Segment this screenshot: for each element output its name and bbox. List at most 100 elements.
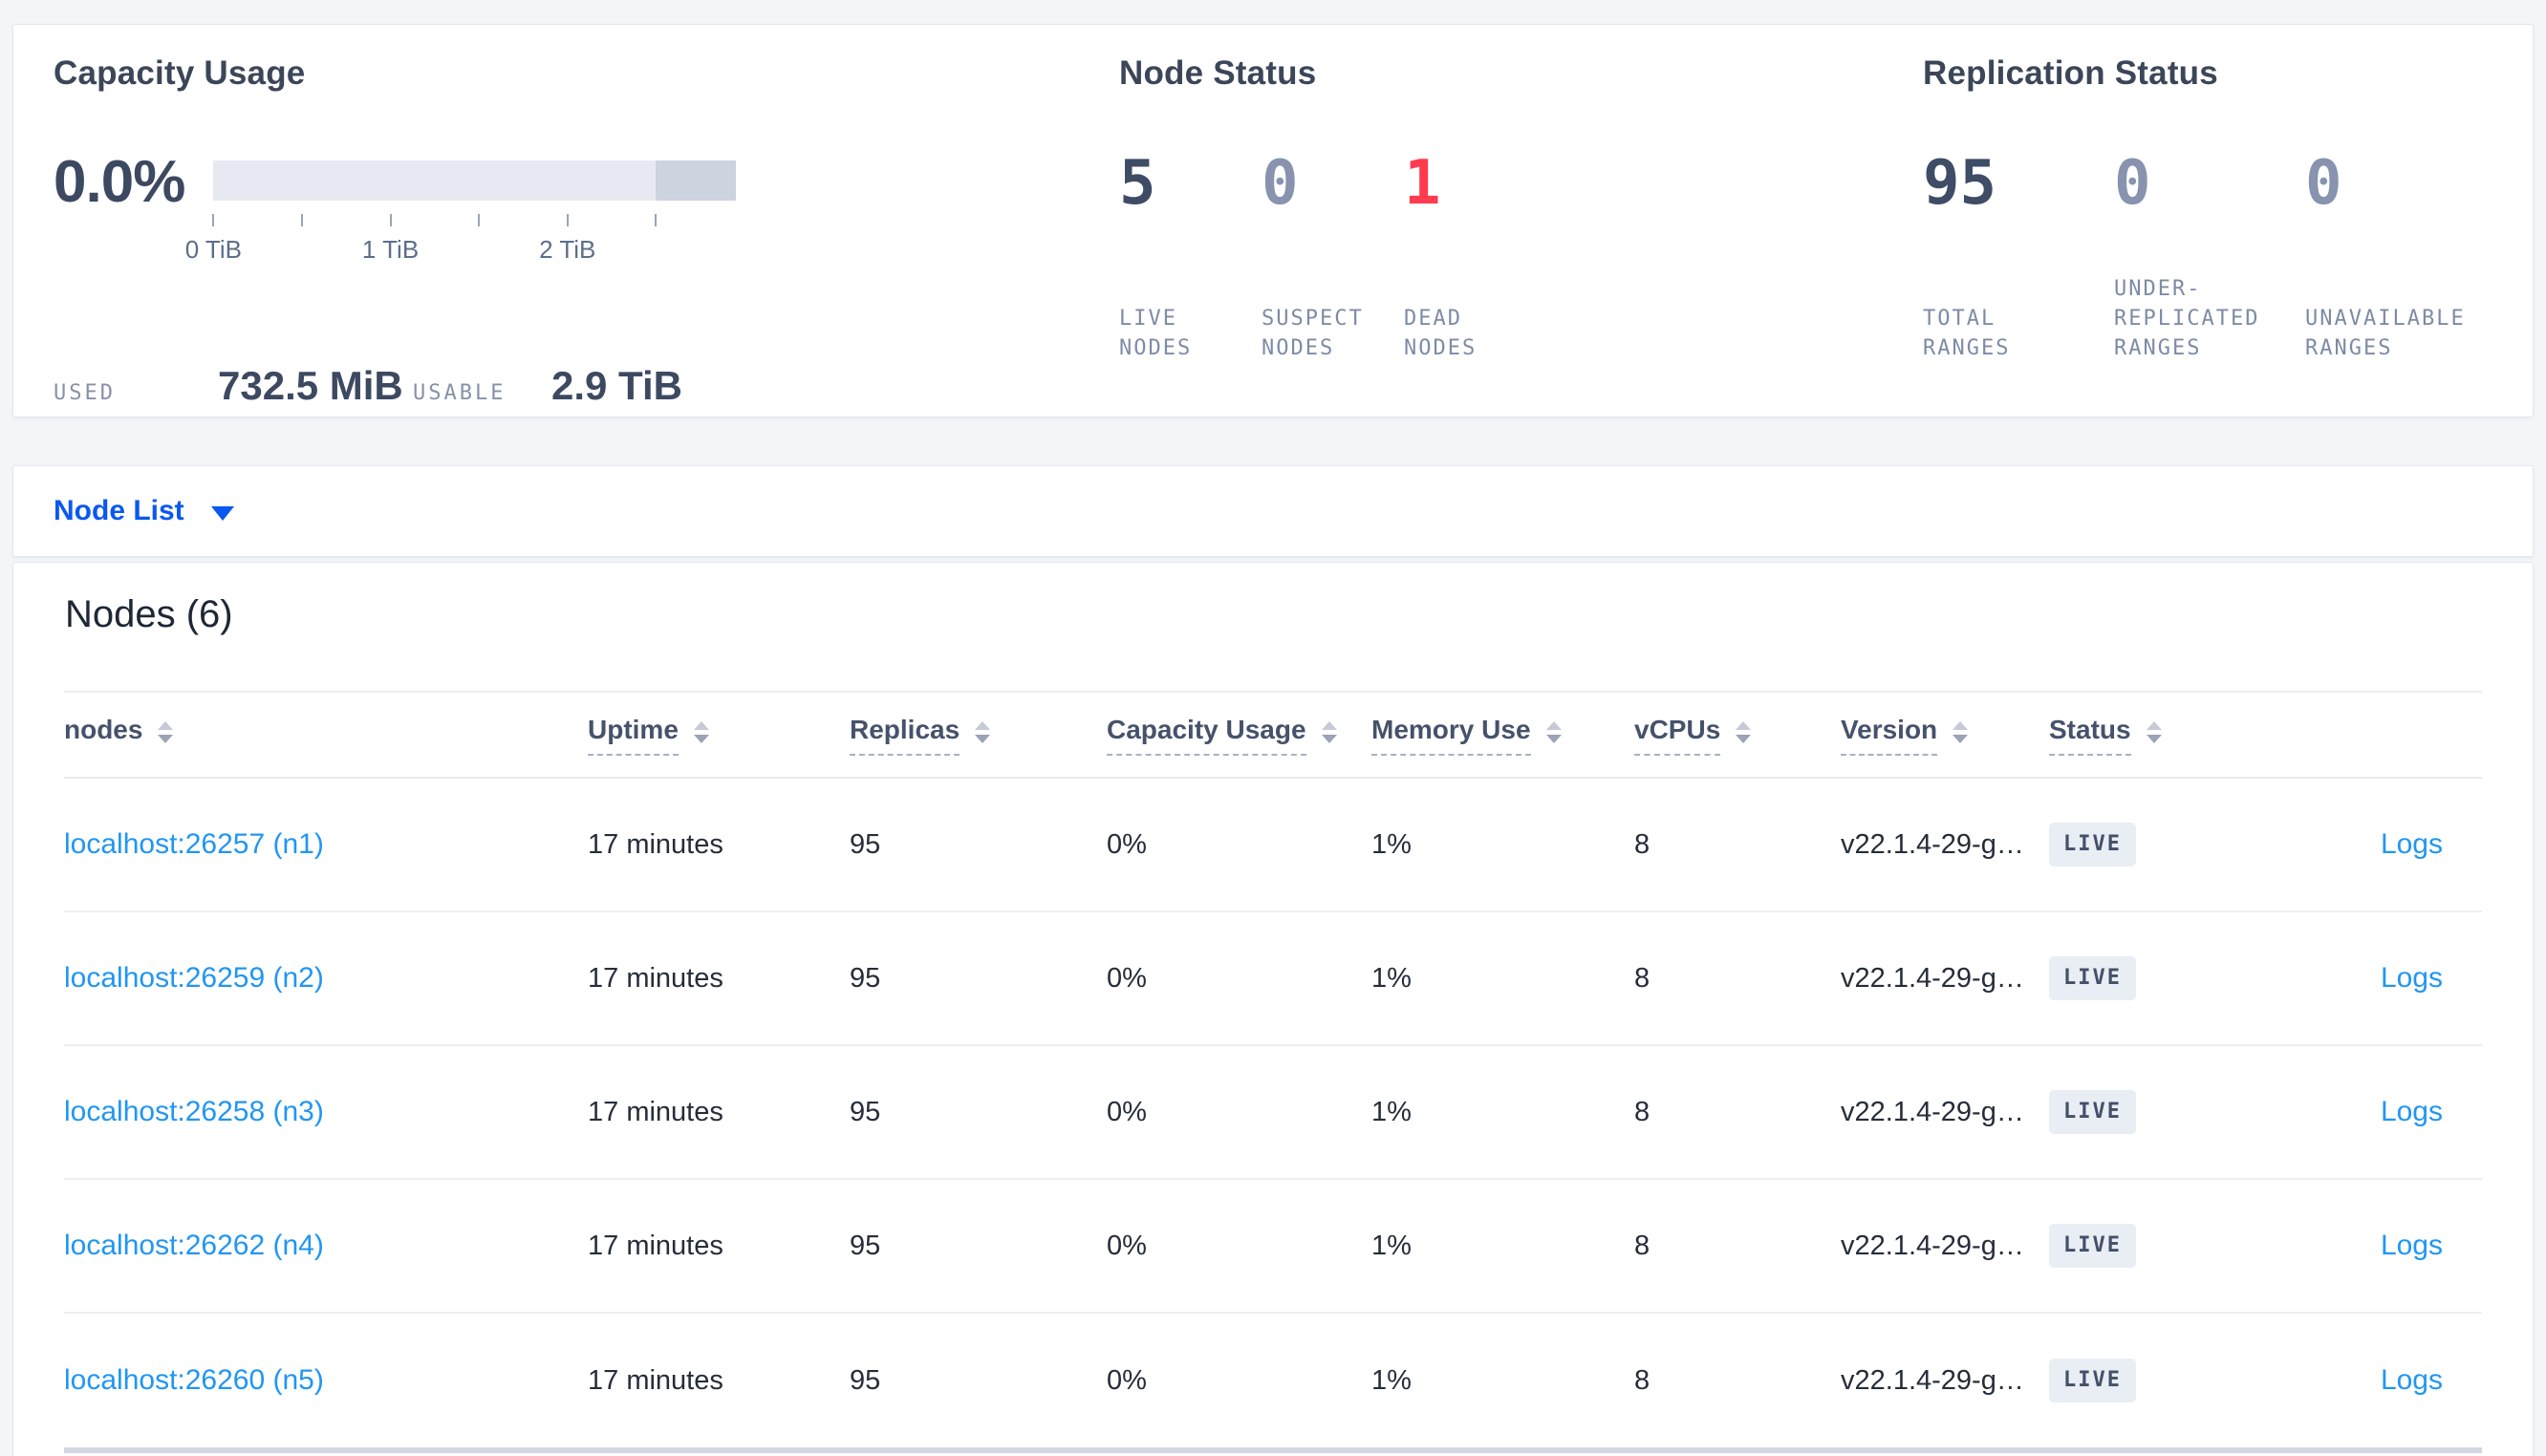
status-badge: LIVE — [2049, 1224, 2136, 1268]
suspect-nodes-label: SUSPECT NODES — [1262, 307, 1364, 360]
live-nodes-stat: 5 LIVE NODES — [1119, 153, 1234, 363]
sort-icon — [1321, 720, 1337, 743]
node-list-dropdown-label: Node List — [54, 495, 184, 526]
table-row: localhost:26259 (n2) 17 minutes 95 0% 1%… — [64, 912, 2482, 1046]
vcpus-cell: 8 — [1634, 962, 1651, 994]
column-header-nodes[interactable]: nodes — [64, 715, 588, 756]
table-row: localhost:26260 (n5) 17 minutes 95 0% 1%… — [64, 1314, 2482, 1447]
under-replicated-ranges-value: 0 — [2114, 148, 2151, 219]
view-selector-bar: Node List — [12, 465, 2534, 557]
uptime-cell: 17 minutes — [588, 1230, 723, 1261]
memory-use-cell: 1% — [1371, 828, 1412, 860]
table-row: localhost:26262 (n4) 17 minutes 95 0% 1%… — [64, 1180, 2482, 1314]
capacity-usage-cell: 0% — [1107, 1364, 1147, 1396]
capacity-percent: 0.0% — [54, 149, 185, 215]
status-badge: LIVE — [2049, 1090, 2136, 1134]
used-label: USED — [54, 381, 116, 405]
under-replicated-ranges-label: UNDER-REPLICATED RANGES — [2114, 277, 2260, 360]
column-header-vcpus[interactable]: vCPUs — [1634, 715, 1841, 756]
dead-nodes-stat: 1 DEAD NODES — [1404, 153, 1519, 363]
node-list-dropdown[interactable]: Node List — [54, 495, 234, 527]
logs-link[interactable]: Logs — [2380, 962, 2443, 994]
capacity-bar-other-usage — [656, 161, 737, 201]
axis-tick — [478, 214, 481, 226]
suspect-nodes-stat: 0 SUSPECT NODES — [1262, 153, 1376, 363]
sort-icon — [1736, 720, 1752, 743]
column-header-memory-use[interactable]: Memory Use — [1371, 715, 1634, 756]
node-link[interactable]: localhost:26262 (n4) — [64, 1230, 324, 1261]
logs-link[interactable]: Logs — [2380, 1364, 2443, 1396]
vcpus-cell: 8 — [1634, 828, 1651, 860]
axis-tick-label: 2 TiB — [539, 235, 596, 264]
column-header-status[interactable]: Status — [2049, 715, 2240, 756]
vcpus-cell: 8 — [1634, 1230, 1651, 1261]
replicas-cell: 95 — [850, 962, 881, 994]
table-row: localhost:26258 (n3) 17 minutes 95 0% 1%… — [64, 1046, 2482, 1180]
version-cell: v22.1.4-29-g… — [1841, 1096, 2024, 1127]
uptime-cell: 17 minutes — [588, 962, 723, 994]
memory-use-cell: 1% — [1371, 1364, 1412, 1396]
version-cell: v22.1.4-29-g… — [1841, 962, 2024, 994]
axis-tick — [655, 214, 658, 226]
node-link[interactable]: localhost:26257 (n1) — [64, 828, 324, 860]
horizontal-scrollbar[interactable] — [64, 1447, 2482, 1453]
live-nodes-value: 5 — [1119, 148, 1156, 219]
replicas-cell: 95 — [850, 1096, 881, 1127]
capacity-usage-cell: 0% — [1107, 1096, 1147, 1127]
nodes-table-title: Nodes (6) — [65, 593, 233, 635]
version-cell: v22.1.4-29-g… — [1841, 828, 2024, 860]
uptime-cell: 17 minutes — [588, 1364, 723, 1396]
divider — [64, 691, 2482, 693]
sort-icon — [1545, 720, 1562, 743]
memory-use-cell: 1% — [1371, 1096, 1412, 1127]
replicas-cell: 95 — [850, 828, 881, 860]
axis-tick — [212, 214, 215, 226]
table-row: localhost:26257 (n1) 17 minutes 95 0% 1%… — [64, 779, 2482, 912]
unavailable-ranges-value: 0 — [2305, 148, 2342, 219]
total-ranges-stat: 95 TOTAL RANGES — [1923, 153, 2093, 363]
version-cell: v22.1.4-29-g… — [1841, 1230, 2024, 1261]
under-replicated-ranges-stat: 0 UNDER-REPLICATED RANGES — [2114, 153, 2284, 363]
logs-link[interactable]: Logs — [2380, 828, 2443, 860]
usable-value: 2.9 TiB — [551, 363, 682, 408]
logs-link[interactable]: Logs — [2380, 1230, 2443, 1261]
version-cell: v22.1.4-29-g… — [1841, 1364, 2024, 1396]
total-ranges-value: 95 — [1923, 148, 1997, 219]
column-header-uptime[interactable]: Uptime — [588, 715, 850, 756]
capacity-usage-cell: 0% — [1107, 1230, 1147, 1261]
sort-icon — [2146, 720, 2162, 743]
dead-nodes-value: 1 — [1404, 148, 1441, 219]
dead-nodes-label: DEAD NODES — [1404, 307, 1478, 360]
node-status-card: Node Status 5 LIVE NODES 0 SUSPECT NODES… — [1108, 52, 1911, 417]
capacity-usage-card: Capacity Usage 0.0% 0 TiB — [13, 52, 1108, 417]
live-nodes-label: LIVE NODES — [1119, 307, 1193, 360]
vcpus-cell: 8 — [1634, 1096, 1651, 1127]
replication-status-title: Replication Status — [1923, 54, 2218, 92]
axis-tick — [300, 214, 303, 226]
node-link[interactable]: localhost:26259 (n2) — [64, 962, 324, 994]
usable-label: USABLE — [413, 381, 507, 405]
suspect-nodes-value: 0 — [1262, 148, 1299, 219]
vcpus-cell: 8 — [1634, 1364, 1651, 1396]
axis-tick-label: 1 TiB — [361, 235, 420, 264]
capacity-axis: 0 TiB 1 TiB 2 TiB — [185, 214, 736, 271]
uptime-cell: 17 minutes — [588, 828, 723, 860]
capacity-bar-chart: 0 TiB 1 TiB 2 TiB — [185, 153, 737, 271]
unavailable-ranges-label: UNAVAILABLE RANGES — [2305, 307, 2466, 360]
unavailable-ranges-stat: 0 UNAVAILABLE RANGES — [2305, 153, 2475, 363]
status-badge: LIVE — [2049, 956, 2136, 1000]
node-link[interactable]: localhost:26260 (n5) — [64, 1364, 324, 1396]
column-header-version[interactable]: Version — [1841, 715, 2049, 756]
axis-tick — [389, 214, 392, 226]
status-badge: LIVE — [2049, 1359, 2136, 1402]
node-link[interactable]: localhost:26258 (n3) — [64, 1096, 324, 1127]
column-header-capacity-usage[interactable]: Capacity Usage — [1107, 715, 1371, 756]
memory-use-cell: 1% — [1371, 962, 1412, 994]
used-value: 732.5 MiB — [218, 363, 403, 408]
logs-link[interactable]: Logs — [2380, 1096, 2443, 1127]
capacity-usage-summary: USED 732.5 MiB USABLE 2.9 TiB — [54, 363, 1108, 409]
chevron-down-icon — [210, 505, 234, 521]
column-header-replicas[interactable]: Replicas — [850, 715, 1107, 756]
replicas-cell: 95 — [850, 1364, 881, 1396]
total-ranges-label: TOTAL RANGES — [1923, 307, 2011, 360]
